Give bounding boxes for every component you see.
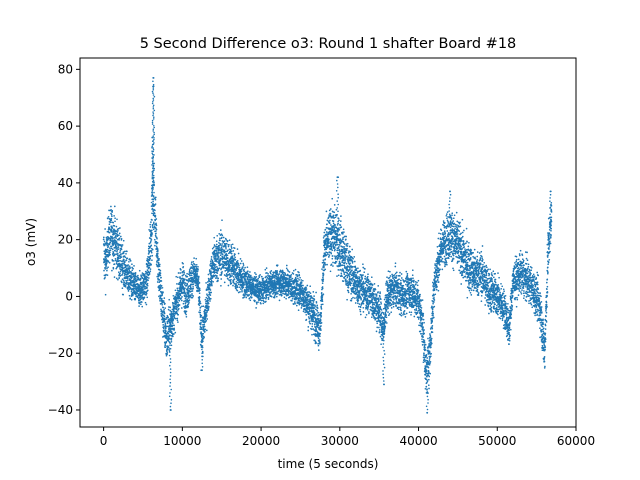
spike-column-4: [168, 324, 173, 411]
x-tick-label-5: 50000: [478, 434, 516, 448]
y-tick-label-4: 40: [58, 176, 73, 190]
scatter-trace: [102, 156, 553, 394]
y-tick-label-3: 20: [58, 233, 73, 247]
x-tick-label-2: 20000: [242, 434, 280, 448]
x-axis-label: time (5 seconds): [278, 457, 379, 471]
y-tick-label-1: −20: [48, 346, 73, 360]
spike-column-5: [335, 176, 340, 243]
x-tick-label-6: 60000: [557, 434, 595, 448]
y-tick-label-0: −40: [48, 403, 73, 417]
y-tick-label-5: 60: [58, 119, 73, 133]
spike-column-8: [200, 338, 204, 371]
x-tick-label-0: 0: [100, 434, 108, 448]
spike-column-7: [549, 190, 553, 225]
spike-column-6: [448, 190, 452, 235]
y-tick-label-2: 0: [65, 289, 73, 303]
y-axis: −40 −20 0 20 40 60 80: [48, 62, 80, 417]
y-tick-label-6: 80: [58, 62, 73, 76]
spike-column-0: [151, 77, 156, 195]
x-tick-label-1: 10000: [163, 434, 201, 448]
x-axis: 0 10000 20000 30000 40000 50000 60000: [100, 427, 595, 448]
plot-frame: [79, 57, 577, 428]
spike-column-9: [382, 322, 386, 386]
x-tick-label-4: 40000: [399, 434, 437, 448]
chart-title: 5 Second Difference o3: Round 1 shafter …: [140, 36, 517, 52]
y-axis-label: o3 (mV): [24, 218, 38, 266]
data-points: [102, 77, 553, 414]
x-tick-label-3: 30000: [321, 434, 359, 448]
spike-column-2: [150, 136, 155, 211]
spike-column-3: [425, 369, 429, 414]
